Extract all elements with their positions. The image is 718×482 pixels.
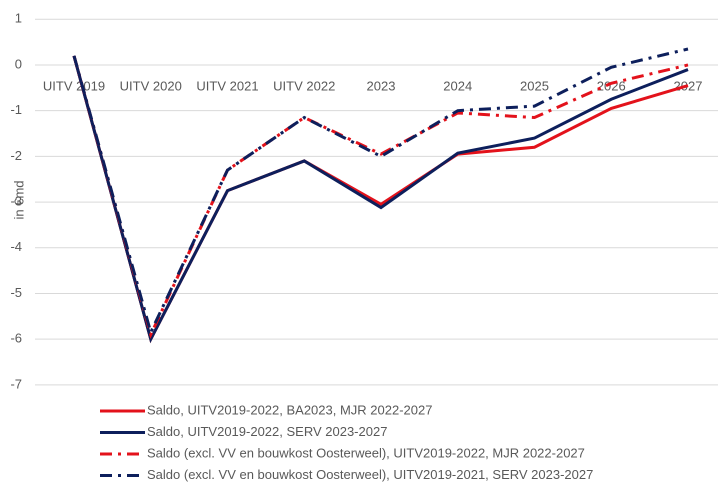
- series-line: [72, 47, 689, 337]
- legend-label: Saldo (excl. VV en bouwkost Oosterweel),…: [147, 445, 585, 460]
- legend-label: Saldo, UITV2019-2022, SERV 2023-2027: [147, 424, 387, 439]
- x-tick-label: UITV 2022: [273, 78, 335, 93]
- x-tick-label: UITV 2019: [43, 78, 105, 93]
- y-axis-label: in €md: [11, 180, 26, 219]
- legend-label: Saldo (excl. VV en bouwkost Oosterweel),…: [147, 467, 593, 482]
- series-line: [72, 55, 689, 344]
- y-tick-label: 0: [15, 56, 22, 71]
- y-tick-label: 1: [15, 11, 22, 26]
- y-tick-label: -2: [10, 148, 22, 163]
- y-tick-label: -6: [10, 331, 22, 346]
- x-tick-label: 2026: [597, 78, 626, 93]
- x-tick-label: 2024: [443, 78, 472, 93]
- y-tick-label: -5: [10, 285, 22, 300]
- x-tick-label: UITV 2021: [196, 78, 258, 93]
- x-tick-label: 2025: [520, 78, 549, 93]
- y-tick-label: -4: [10, 239, 22, 254]
- series-line: [72, 55, 689, 339]
- legend-label: Saldo, UITV2019-2022, BA2023, MJR 2022-2…: [147, 402, 432, 417]
- x-tick-label: 2023: [367, 78, 396, 93]
- y-tick-label: -7: [10, 376, 22, 391]
- y-tick-label: -1: [10, 102, 22, 117]
- x-tick-label: UITV 2020: [120, 78, 182, 93]
- y-tick-label: -3: [10, 194, 22, 209]
